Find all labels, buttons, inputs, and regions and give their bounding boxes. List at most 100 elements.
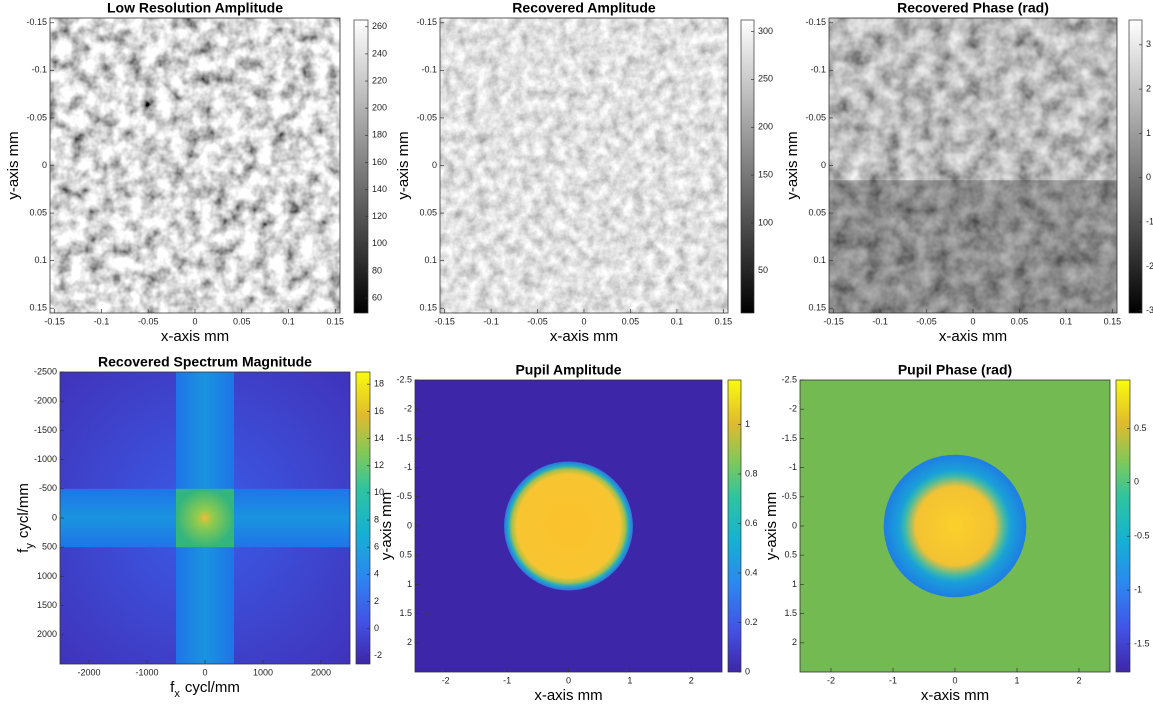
x-tick-label: 0.05 — [233, 316, 251, 326]
y-tick-label: 1000 — [37, 571, 57, 581]
colorbar — [1129, 20, 1142, 313]
x-tick-label: 1 — [627, 675, 632, 685]
y-tick-label: 0.05 — [808, 207, 826, 217]
x-tick-label: -0.05 — [138, 316, 159, 326]
y-tick-label: 1500 — [37, 600, 57, 610]
colorbar-tick-label: 240 — [372, 48, 387, 58]
colorbar-tick-label: 50 — [758, 265, 768, 275]
colorbar-tick-label: 0.4 — [745, 567, 758, 577]
colorbar-tick-label: 0.5 — [1134, 423, 1147, 433]
y-tick-label: 0.1 — [424, 255, 437, 265]
x-tick-label: -0.05 — [527, 316, 548, 326]
colorbar-tick-label: 150 — [758, 169, 773, 179]
spectrum-center — [176, 489, 234, 547]
colorbar-tick-label: 0.2 — [745, 617, 758, 627]
colorbar — [1116, 380, 1130, 672]
image-texture — [440, 18, 728, 313]
colorbar — [356, 372, 370, 664]
x-tick-label: -2 — [827, 675, 835, 685]
x-axis-label-part: x-axis mm — [921, 687, 989, 704]
colorbar — [728, 380, 741, 672]
y-tick-label: -0.05 — [26, 112, 47, 122]
y-tick-label: -0.15 — [805, 17, 826, 27]
y-tick-label: -0.5 — [396, 491, 412, 501]
colorbar-tick-label: 14 — [374, 433, 384, 443]
colorbar-tick-label: 200 — [758, 122, 773, 132]
x-tick-label: -1 — [889, 675, 897, 685]
y-tick-label: 2 — [407, 637, 412, 647]
y-axis-label-part: y-axis mm — [395, 131, 412, 199]
x-axis-label: x-axis mm — [534, 687, 602, 704]
colorbar-tick-label: 4 — [374, 569, 379, 579]
y-tick-label: -1000 — [34, 454, 57, 464]
y-tick-label: -0.05 — [416, 112, 437, 122]
x-tick-label: 0.15 — [327, 316, 345, 326]
x-tick-label: 0 — [952, 675, 957, 685]
y-tick-label: 0 — [821, 160, 826, 170]
colorbar-tick-label: 12 — [374, 460, 384, 470]
colorbar-tick-label: -0.5 — [1134, 531, 1150, 541]
y-axis-label-part: y-axis mm — [784, 131, 801, 199]
y-axis-label-part: y — [24, 543, 36, 549]
y-tick-label: 0.5 — [399, 550, 412, 560]
x-tick-label: 1000 — [253, 667, 273, 677]
chart-title: Low Resolution Amplitude — [107, 0, 283, 16]
y-tick-label: 0 — [792, 520, 797, 530]
y-axis-label: fycycl/mm — [15, 483, 36, 553]
colorbar-tick-label: 0.6 — [745, 518, 758, 528]
x-tick-label: -2000 — [77, 667, 100, 677]
y-tick-label: -0.15 — [416, 17, 437, 27]
x-tick-label: 0.05 — [622, 316, 640, 326]
y-tick-label: 0.15 — [29, 303, 47, 313]
y-tick-label: 1.5 — [399, 608, 412, 618]
y-tick-label: 0.1 — [34, 255, 47, 265]
x-tick-label: 0 — [970, 316, 975, 326]
x-tick-label: -0.15 — [823, 316, 844, 326]
y-axis-label: y-axis mm — [763, 492, 780, 560]
colorbar-tick-label: 1 — [745, 419, 750, 429]
x-tick-label: -1000 — [135, 667, 158, 677]
image-texture — [50, 18, 340, 313]
colorbar — [354, 20, 368, 313]
image-layer — [60, 372, 350, 664]
y-tick-label: 0.5 — [784, 550, 797, 560]
colorbar-tick-label: 1 — [1146, 128, 1151, 138]
colorbar-tick-label: 250 — [758, 74, 773, 84]
y-axis-label: y-axis mm — [5, 131, 22, 199]
y-tick-label: 0 — [407, 520, 412, 530]
x-tick-label: 0.05 — [1011, 316, 1029, 326]
colorbar — [741, 20, 754, 313]
image-shade — [829, 180, 1117, 313]
y-axis-label-part: y-axis mm — [378, 492, 395, 560]
y-tick-label: 2000 — [37, 629, 57, 639]
y-tick-label: 1 — [792, 579, 797, 589]
x-axis-label-part: cycl/mm — [185, 679, 240, 696]
y-tick-label: 0 — [432, 160, 437, 170]
y-tick-label: -1.5 — [781, 433, 797, 443]
x-tick-label: 0.15 — [1104, 316, 1122, 326]
y-tick-label: -1.5 — [396, 433, 412, 443]
x-tick-label: -0.15 — [434, 316, 455, 326]
x-tick-label: 1 — [1014, 675, 1019, 685]
colorbar-tick-label: 0 — [1146, 172, 1151, 182]
y-tick-label: -0.05 — [805, 112, 826, 122]
y-tick-label: -2000 — [34, 396, 57, 406]
y-tick-label: -2.5 — [396, 374, 412, 384]
colorbar-tick-label: 80 — [372, 265, 382, 275]
y-tick-label: -2 — [404, 404, 412, 414]
x-axis-label-part: x-axis mm — [161, 328, 229, 345]
y-tick-label: -0.1 — [31, 65, 47, 75]
colorbar-tick-label: 0.8 — [745, 468, 758, 478]
y-axis-label-part: y-axis mm — [763, 492, 780, 560]
y-axis-label-part: y-axis mm — [5, 131, 22, 199]
chart-title: Pupil Amplitude — [515, 362, 621, 378]
colorbar-tick-label: 2 — [374, 596, 379, 606]
y-tick-label: 0.15 — [808, 303, 826, 313]
x-tick-label: 0.15 — [715, 316, 733, 326]
y-tick-label: -2.5 — [781, 374, 797, 384]
colorbar-tick-label: -1 — [1146, 217, 1153, 227]
x-tick-label: -1 — [503, 675, 511, 685]
colorbar-tick-label: -3 — [1146, 305, 1153, 315]
colorbar-tick-label: 180 — [372, 130, 387, 140]
y-axis-label-part: cycl/mm — [15, 483, 32, 538]
